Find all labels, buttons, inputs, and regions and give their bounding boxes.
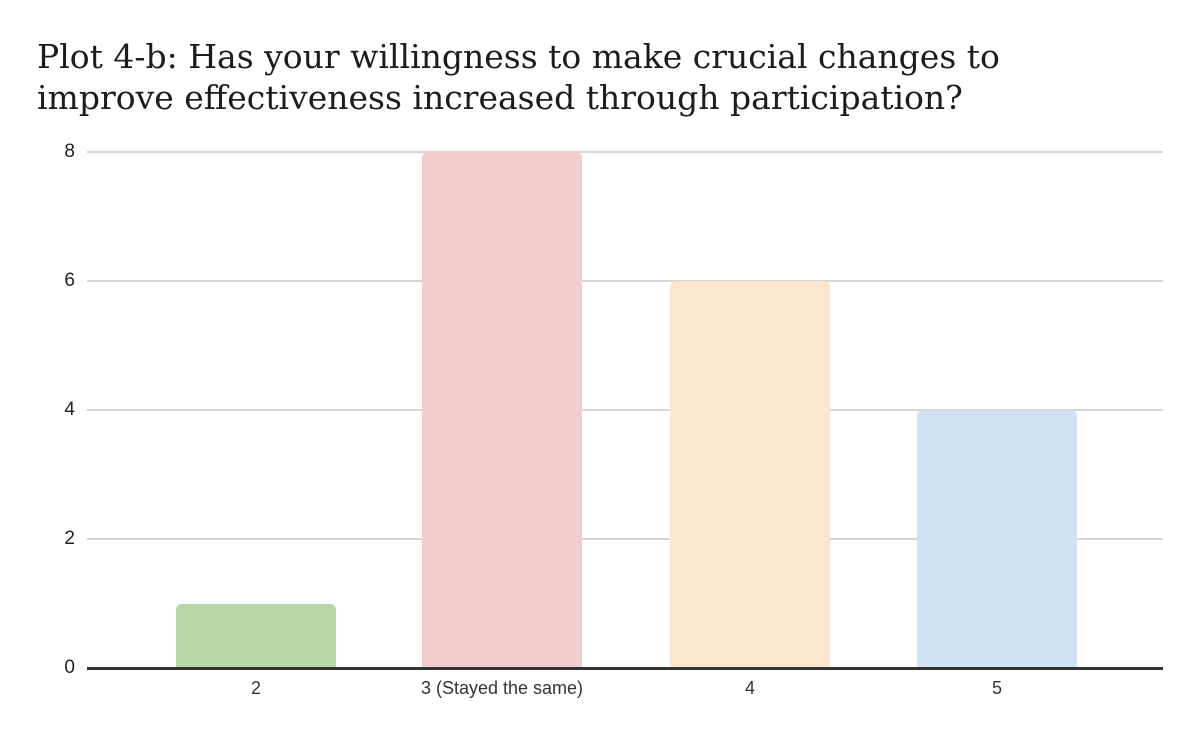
chart-title-line-2: improve effectiveness increased through … [37, 78, 963, 117]
gridline [87, 280, 1163, 282]
gridline [87, 409, 1163, 411]
x-axis-tick-label: 3 (Stayed the same) [420, 678, 584, 698]
y-axis-tick-label: 4 [64, 399, 75, 420]
bar [176, 603, 336, 668]
x-axis-tick-label: 2 [250, 678, 261, 698]
x-axis-tick-label: 5 [991, 678, 1002, 698]
y-axis-tick-label: 6 [64, 270, 75, 291]
bar [917, 410, 1077, 668]
chart-title-line-1: Plot 4-b: Has your willingness to make c… [37, 37, 1000, 76]
y-axis-tick-label: 2 [64, 528, 75, 549]
chart-title: Plot 4-b: Has your willingness to make c… [37, 36, 1000, 118]
bar [422, 152, 582, 668]
gridline [87, 538, 1163, 540]
y-axis-tick-label: 0 [64, 657, 75, 678]
x-axis-tick-label: 4 [744, 678, 755, 698]
bar [670, 281, 830, 668]
y-axis-tick-label: 8 [64, 141, 75, 162]
x-axis-line [87, 667, 1163, 670]
gridline [87, 151, 1163, 153]
